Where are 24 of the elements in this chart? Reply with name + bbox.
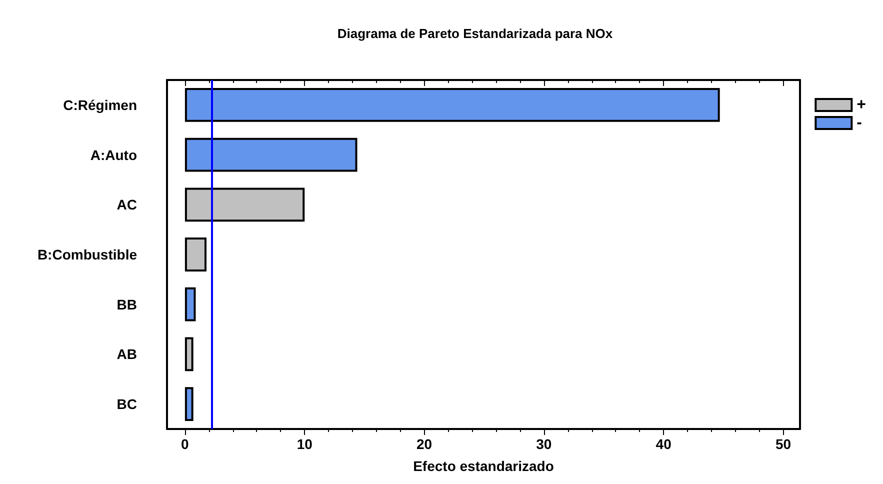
bar [184,337,194,372]
y-tick-label: BC [116,396,137,412]
bar [184,387,194,422]
y-tick-label: B:Combustible [37,246,138,262]
x-tick-label: 40 [656,436,672,452]
y-tick-label: C:Régimen [63,96,137,113]
x-axis-title: Efecto estandarizado [413,458,554,474]
bar [184,88,720,122]
y-tick-label: AB [116,346,137,362]
y-tick-label: AC [116,196,137,213]
chart-title: Diagrama de Pareto Estandarizada para NOx [337,26,614,41]
x-tick-label: 30 [536,436,552,452]
x-tick-label: 20 [416,436,432,452]
bar [184,188,305,222]
x-tick-label: 50 [775,436,792,452]
bar [184,287,196,322]
legend-label: + [856,96,866,114]
bar [184,238,206,272]
x-tick-label: 10 [296,436,313,452]
y-tick-label: A:Auto [90,146,137,163]
bar [184,138,358,172]
x-tick-label: 0 [181,436,190,452]
legend-label: - [856,114,862,132]
y-tick-label: BB [116,296,137,312]
